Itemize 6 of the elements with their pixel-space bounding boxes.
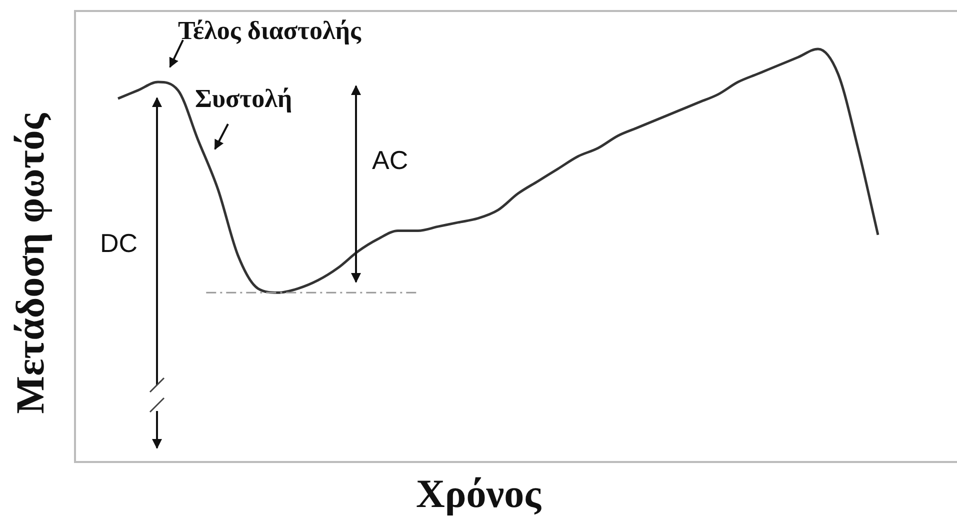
x-axis-title: Χρόνος bbox=[414, 470, 542, 517]
annotation: DC bbox=[100, 228, 138, 259]
y-axis-title: Μετάδοση φωτός bbox=[6, 112, 54, 416]
text: Τέλος διαστολής bbox=[178, 16, 362, 46]
annotation: Συστολή bbox=[195, 84, 292, 114]
annotation: AC bbox=[372, 145, 408, 176]
